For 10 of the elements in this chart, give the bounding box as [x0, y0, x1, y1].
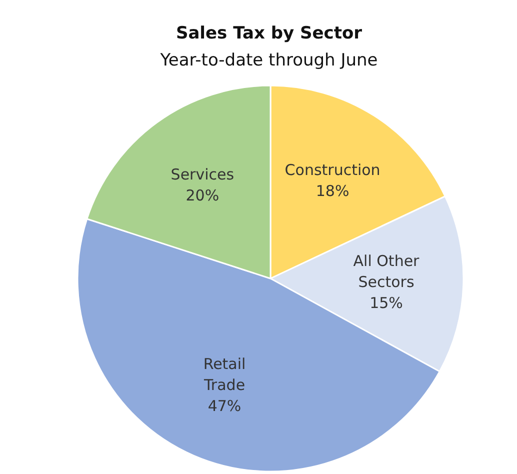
data-label: 47%	[208, 396, 242, 415]
chart-subtitle: Year-to-date through June	[159, 50, 378, 70]
data-label: 20%	[186, 186, 220, 204]
slice-label: Services	[170, 165, 234, 184]
slice-label: Retail Trade	[202, 354, 246, 394]
data-label: 18%	[316, 182, 350, 200]
slice-label: All Other Sectors	[353, 252, 420, 292]
slice-label: Construction	[284, 161, 380, 180]
chart-title: Sales Tax by Sector	[176, 24, 363, 44]
data-label: 15%	[370, 294, 403, 312]
